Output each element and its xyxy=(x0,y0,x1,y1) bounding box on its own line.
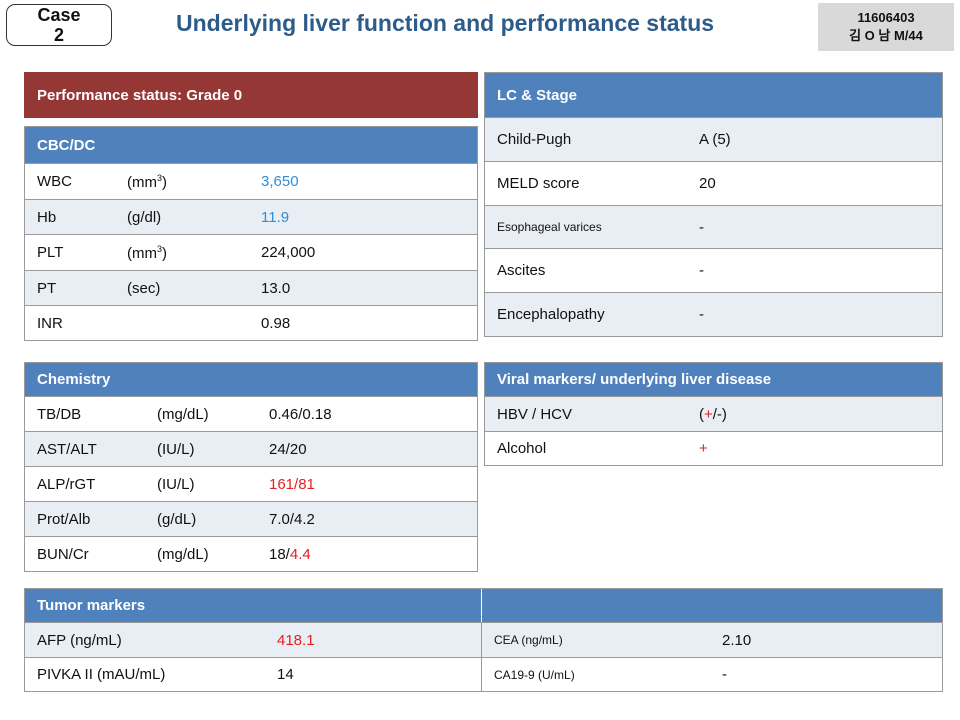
cbc-table: CBC/DC WBC (mm3) 3,650 Hb (g/dl) 11.9 PL… xyxy=(24,126,478,341)
cbc-name: INR xyxy=(37,314,63,332)
cbc-unit: (mm3) xyxy=(127,243,168,262)
chem-value: 18/4.4 xyxy=(269,545,311,563)
chem-name: TB/DB xyxy=(37,405,82,423)
cbc-name: PLT xyxy=(37,244,64,261)
patient-demographics: 김 O 남 M/44 xyxy=(849,28,923,43)
case-badge: Case 2 xyxy=(6,4,112,46)
cbc-value: 13.0 xyxy=(261,279,291,297)
lc-name: Ascites xyxy=(497,262,546,279)
lc-value: - xyxy=(699,306,704,323)
cbc-unit: (sec) xyxy=(127,279,161,297)
cbc-name: WBC xyxy=(37,173,72,190)
chem-value: 161/81 xyxy=(269,475,315,493)
table-row: Child-Pugh A (5) xyxy=(485,117,942,161)
tumor-name-2: CA19-9 (U/mL) xyxy=(481,657,710,692)
table-row: Esophageal varices - xyxy=(485,205,942,248)
chem-unit: (IU/L) xyxy=(157,475,195,493)
chem-name: AST/ALT xyxy=(37,440,97,458)
cbc-value: 11.9 xyxy=(261,208,290,226)
chemistry-table: Chemistry TB/DB (mg/dL) 0.46/0.18 AST/AL… xyxy=(24,362,478,572)
performance-status-box: Performance status: Grade 0 xyxy=(24,72,478,118)
table-row: Alcohol + xyxy=(485,431,942,465)
chem-unit: (mg/dL) xyxy=(157,405,209,423)
viral-value: (+/-) xyxy=(699,405,727,423)
viral-value: + xyxy=(699,440,708,457)
lc-value: - xyxy=(699,218,704,236)
patient-id: 11606403 xyxy=(857,10,915,25)
lc-stage-table-title: LC & Stage xyxy=(485,73,942,117)
table-row: PT (sec) 13.0 xyxy=(25,270,477,305)
cbc-value: 3,650 xyxy=(261,173,299,190)
table-row: Prot/Alb (g/dL) 7.0/4.2 xyxy=(25,501,477,536)
chem-value: 7.0/4.2 xyxy=(269,510,315,528)
table-row: Ascites - xyxy=(485,248,942,292)
table-row: BUN/Cr (mg/dL) 18/4.4 xyxy=(25,536,477,571)
table-row: AFP (ng/mL) 418.1 CEA (ng/mL) 2.10 xyxy=(25,622,942,658)
tumor-value-2: - xyxy=(722,666,727,683)
viral-markers-table: Viral markers/ underlying liver disease … xyxy=(484,362,943,466)
table-row: MELD score 20 xyxy=(485,161,942,205)
tumor-name-2: CEA (ng/mL) xyxy=(481,622,710,658)
cbc-unit: (mm3) xyxy=(127,172,168,191)
tumor-value: 14 xyxy=(277,666,294,683)
viral-markers-table-title: Viral markers/ underlying liver disease xyxy=(485,363,942,396)
cbc-value: 0.98 xyxy=(261,314,291,332)
table-row: Hb (g/dl) 11.9 xyxy=(25,199,477,234)
table-row: HBV / HCV (+/-) xyxy=(485,396,942,431)
tumor-value-2: 2.10 xyxy=(722,631,752,649)
lc-name: Child-Pugh xyxy=(497,131,572,148)
cbc-name: PT xyxy=(37,279,57,297)
viral-name: HBV / HCV xyxy=(497,405,573,423)
chemistry-table-title: Chemistry xyxy=(25,363,477,396)
tumor-markers-table-title: Tumor markers xyxy=(25,589,942,622)
page-title: Underlying liver function and performanc… xyxy=(176,10,715,36)
chem-name: ALP/rGT xyxy=(37,475,96,493)
chem-unit: (mg/dL) xyxy=(157,545,209,563)
table-row: PLT (mm3) 224,000 xyxy=(25,234,477,270)
table-row: PIVKA II (mAU/mL) 14 CA19-9 (U/mL) - xyxy=(25,657,942,692)
table-row: Encephalopathy - xyxy=(485,292,942,336)
tumor-name: AFP (ng/mL) xyxy=(37,631,122,649)
table-row: INR 0.98 xyxy=(25,305,477,340)
lc-name: Encephalopathy xyxy=(497,306,605,323)
table-row: AST/ALT (IU/L) 24/20 xyxy=(25,431,477,466)
lc-stage-table: LC & Stage Child-Pugh A (5) MELD score 2… xyxy=(484,72,943,337)
chem-name: BUN/Cr xyxy=(37,545,89,563)
table-row: WBC (mm3) 3,650 xyxy=(25,163,477,199)
lc-name: MELD score xyxy=(497,175,580,192)
cbc-name: Hb xyxy=(37,208,57,226)
performance-status-label: Performance status: Grade 0 xyxy=(25,73,477,117)
patient-info-box: 11606403 김 O 남 M/44 xyxy=(818,3,954,51)
table-row: TB/DB (mg/dL) 0.46/0.18 xyxy=(25,396,477,431)
chem-unit: (g/dL) xyxy=(157,510,197,528)
chem-value: 0.46/0.18 xyxy=(269,405,332,423)
tumor-value: 418.1 xyxy=(277,631,315,649)
lc-value: A (5) xyxy=(699,131,731,148)
cbc-unit: (g/dl) xyxy=(127,208,162,226)
lc-value: - xyxy=(699,262,704,279)
chem-value: 24/20 xyxy=(269,440,307,458)
viral-name: Alcohol xyxy=(497,440,547,457)
tumor-name: PIVKA II (mAU/mL) xyxy=(37,666,166,683)
tumor-markers-table: Tumor markers AFP (ng/mL) 418.1 CEA (ng/… xyxy=(24,588,943,692)
lc-value: 20 xyxy=(699,175,716,192)
lc-name: Esophageal varices xyxy=(497,220,602,234)
cbc-value: 224,000 xyxy=(261,244,316,261)
cbc-table-title: CBC/DC xyxy=(25,127,477,163)
table-row: ALP/rGT (IU/L) 161/81 xyxy=(25,466,477,501)
chem-name: Prot/Alb xyxy=(37,510,91,528)
chem-unit: (IU/L) xyxy=(157,440,195,458)
